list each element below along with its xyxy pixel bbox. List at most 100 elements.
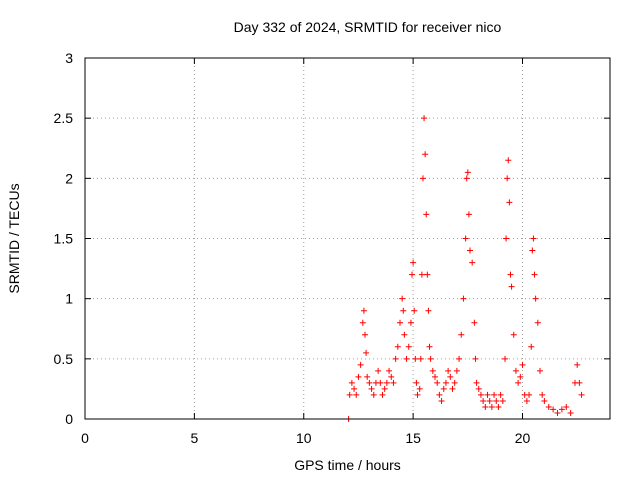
data-point (558, 406, 565, 413)
x-axis-label: GPS time / hours (294, 457, 401, 473)
data-point (475, 385, 482, 392)
data-point (486, 397, 493, 404)
data-point (465, 211, 472, 218)
data-point (403, 355, 410, 362)
data-point (528, 343, 535, 350)
data-point (422, 151, 429, 158)
data-point (362, 331, 368, 338)
tick-labels: 0 5 10 15 20 0 0.5 1 1.5 2 2.5 3 (54, 50, 531, 446)
x-tick-label: 0 (81, 430, 89, 446)
data-point (447, 373, 454, 380)
chart-title: Day 332 of 2024, SRMTID for receiver nic… (234, 19, 502, 35)
data-point (453, 367, 460, 374)
data-point (574, 361, 581, 368)
data-point (460, 295, 467, 302)
x-tick-label: 10 (296, 430, 312, 446)
data-point (412, 355, 419, 362)
x-tick-label: 20 (515, 430, 531, 446)
data-point (507, 271, 514, 278)
data-point (530, 235, 537, 242)
data-point (383, 379, 390, 386)
data-points (345, 115, 585, 422)
data-point (563, 403, 570, 410)
y-tick-label: 0 (65, 411, 73, 427)
data-point (351, 385, 358, 392)
data-point (357, 361, 364, 368)
data-point (355, 373, 362, 380)
data-point (429, 367, 436, 374)
data-point (567, 409, 574, 416)
data-point (417, 355, 424, 362)
data-point (458, 331, 465, 338)
data-point (360, 307, 367, 314)
data-point (413, 379, 420, 386)
data-point (491, 391, 498, 398)
data-point (517, 373, 524, 380)
data-point (366, 379, 373, 386)
data-point (554, 409, 561, 416)
data-point (451, 379, 458, 386)
data-point (477, 391, 484, 398)
data-point (375, 367, 382, 374)
data-point (480, 397, 487, 404)
data-point (423, 211, 430, 218)
data-point (502, 355, 508, 362)
data-point (405, 343, 412, 350)
data-point (532, 295, 539, 302)
data-point (541, 397, 548, 404)
data-point (386, 367, 393, 374)
data-point (368, 385, 375, 392)
data-point (364, 373, 371, 380)
y-tick-label: 2 (65, 170, 73, 186)
data-point (534, 319, 541, 326)
data-point (508, 283, 515, 290)
y-axis-label: SRMTID / TECUs (6, 183, 22, 293)
y-tick-label: 1 (65, 291, 73, 307)
data-point (392, 355, 399, 362)
data-point (456, 355, 463, 362)
x-tick-label: 5 (190, 430, 198, 446)
data-point (506, 199, 513, 206)
data-point (421, 115, 428, 122)
data-point (473, 379, 480, 386)
data-point (346, 391, 353, 398)
data-point (370, 391, 377, 398)
data-point (424, 271, 431, 278)
data-point (438, 397, 445, 404)
data-point (463, 175, 470, 182)
data-point (471, 319, 478, 326)
data-point (519, 361, 526, 368)
data-point (576, 379, 583, 386)
data-point (399, 295, 406, 302)
data-point (529, 247, 536, 254)
data-point (512, 367, 519, 374)
data-point (414, 391, 421, 398)
data-point (503, 235, 510, 242)
data-point (531, 271, 538, 278)
data-point (359, 319, 366, 326)
y-tick-label: 3 (65, 50, 73, 66)
data-point (495, 403, 502, 410)
data-point (394, 343, 401, 350)
data-point (440, 385, 447, 392)
data-point (472, 355, 479, 362)
data-point (515, 379, 522, 386)
data-point (416, 385, 423, 392)
data-point (411, 307, 418, 314)
data-point (484, 391, 491, 398)
data-point (469, 259, 476, 266)
data-point (449, 385, 456, 392)
data-point (550, 406, 557, 413)
data-point (523, 397, 530, 404)
data-point (419, 175, 426, 182)
y-tick-label: 2.5 (54, 110, 74, 126)
data-point (409, 271, 416, 278)
data-point (505, 157, 512, 164)
plot-frame (84, 57, 611, 420)
data-point (467, 247, 473, 254)
data-point (488, 403, 495, 410)
data-point (464, 169, 471, 176)
data-point (427, 355, 434, 362)
grid (85, 58, 610, 419)
